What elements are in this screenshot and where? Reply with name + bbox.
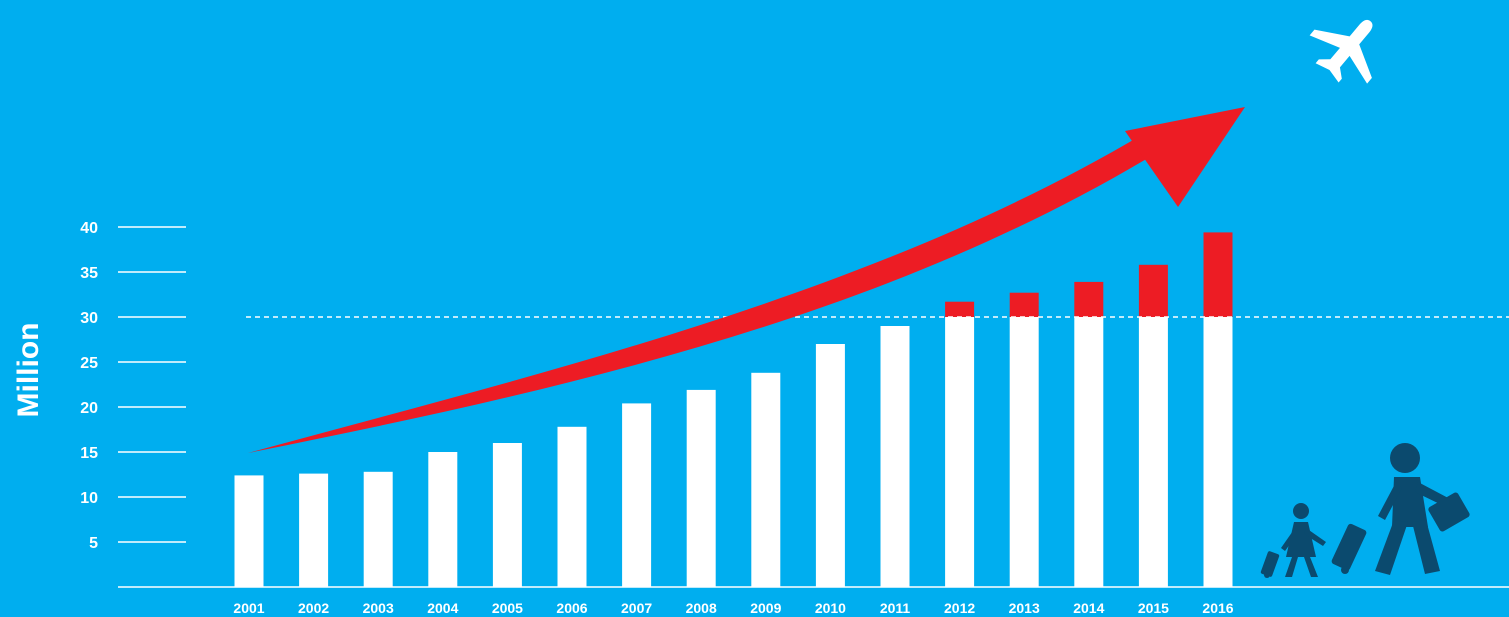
bar-excess-2016 <box>1203 232 1233 317</box>
y-tick-label: 40 <box>80 220 98 237</box>
bar-excess-2014 <box>1074 281 1104 317</box>
y-axis-label-text: Million <box>12 323 45 418</box>
bar-2003 <box>363 471 393 587</box>
x-category-label: 2003 <box>363 600 394 616</box>
x-category-label: 2001 <box>233 600 264 616</box>
bar-2014 <box>1074 317 1104 587</box>
y-tick-label: 20 <box>80 400 98 417</box>
bar-2011 <box>880 326 910 587</box>
x-category-label: 2013 <box>1009 600 1040 616</box>
bar-2008 <box>686 389 716 587</box>
bar-2002 <box>299 473 329 587</box>
y-tick-label: 35 <box>80 265 98 282</box>
bar-2005 <box>492 443 522 587</box>
x-category-label: 2008 <box>686 600 717 616</box>
bar-excess-2015 <box>1138 264 1168 317</box>
x-category-label: 2002 <box>298 600 329 616</box>
y-tick-label: 10 <box>80 490 98 507</box>
bar-2004 <box>428 452 458 587</box>
x-category-label: 2009 <box>750 600 781 616</box>
y-ticks: 5 10 15 20 25 30 35 40 <box>80 220 186 552</box>
bar-2001 <box>234 475 264 587</box>
x-category-label: 2007 <box>621 600 652 616</box>
x-category-label: 2005 <box>492 600 523 616</box>
y-tick-label: 30 <box>80 310 98 327</box>
x-labels: 2001 2002 2003 2004 2005 2006 2007 2008 2009 2010… <box>233 600 1233 616</box>
bar-2007 <box>622 403 652 587</box>
y-tick-label: 5 <box>89 535 98 552</box>
child-traveler-icon <box>1260 503 1326 578</box>
bar-2012 <box>945 317 975 587</box>
x-category-label: 2016 <box>1202 600 1233 616</box>
x-category-label: 2004 <box>427 600 458 616</box>
bars <box>234 232 1233 587</box>
bar-excess-2012 <box>945 301 975 317</box>
bar-2016 <box>1203 317 1233 587</box>
bar-2006 <box>557 426 587 587</box>
x-category-label: 2012 <box>944 600 975 616</box>
bar-2009 <box>751 372 781 587</box>
x-category-label: 2006 <box>556 600 587 616</box>
x-category-label: 2011 <box>880 600 911 616</box>
travelers-icon <box>1260 443 1470 578</box>
y-tick-label: 15 <box>80 445 98 462</box>
y-axis-label: Million <box>12 323 45 418</box>
bar-2010 <box>815 344 845 587</box>
x-category-label: 2015 <box>1138 600 1169 616</box>
bar-2013 <box>1009 317 1039 587</box>
bar-2015 <box>1138 317 1168 587</box>
x-category-label: 2014 <box>1073 600 1104 616</box>
x-category-label: 2010 <box>815 600 846 616</box>
y-tick-label: 25 <box>80 355 98 372</box>
bar-excess-2013 <box>1009 292 1039 317</box>
adult-traveler-icon <box>1331 443 1470 575</box>
airplane-icon <box>1309 19 1373 84</box>
trend-arrow-icon <box>248 107 1245 453</box>
